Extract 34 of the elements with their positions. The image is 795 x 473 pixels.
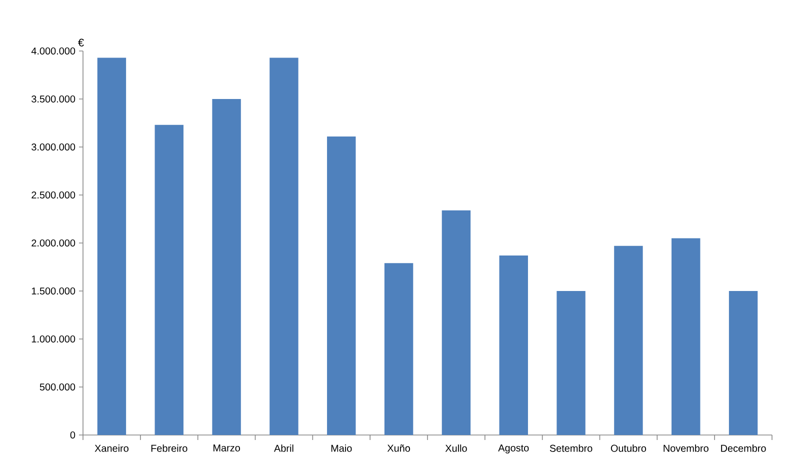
- x-tick-label: Abril: [274, 444, 294, 452]
- bar: [672, 238, 700, 435]
- x-tick-label: Maio: [331, 444, 352, 452]
- x-tick-label: Outubro: [610, 444, 646, 452]
- bar: [384, 263, 414, 435]
- x-tick-label: Xaneiro: [94, 444, 128, 452]
- x-tick-label: Xuño: [387, 444, 410, 452]
- x-tick-label: Setembro: [550, 444, 592, 452]
- x-tick-label: Decembro: [721, 444, 766, 452]
- bar: [97, 58, 126, 435]
- y-tick-label: 500.000: [40, 383, 76, 391]
- y-axis-title: €: [78, 38, 84, 46]
- x-tick-label: Xullo: [445, 444, 467, 452]
- bar: [327, 136, 356, 435]
- bar: [154, 124, 184, 435]
- y-tick-label: 4.000.000: [31, 47, 76, 55]
- bar: [212, 98, 241, 435]
- bar: [614, 246, 643, 435]
- bar: [270, 58, 298, 435]
- y-tick-label: 2.000.000: [32, 239, 76, 247]
- x-tick-label: Marzo: [214, 444, 240, 452]
- x-tick-label: Febreiro: [151, 444, 188, 452]
- y-tick-label: 2.500.000: [32, 191, 76, 199]
- y-tick-label: 3.000.000: [32, 143, 76, 151]
- bar: [728, 291, 758, 435]
- x-tick-label: Agosto: [498, 444, 529, 454]
- y-tick-label: 3.500.000: [32, 95, 76, 103]
- y-tick-label: 1.000.000: [32, 335, 76, 343]
- bar: [499, 255, 528, 435]
- y-tick-label: 1.500.000: [32, 287, 76, 295]
- x-tick-label: Novembro: [664, 444, 708, 452]
- y-tick-label: 0: [70, 431, 76, 439]
- bar: [556, 291, 586, 435]
- bar: [442, 210, 471, 435]
